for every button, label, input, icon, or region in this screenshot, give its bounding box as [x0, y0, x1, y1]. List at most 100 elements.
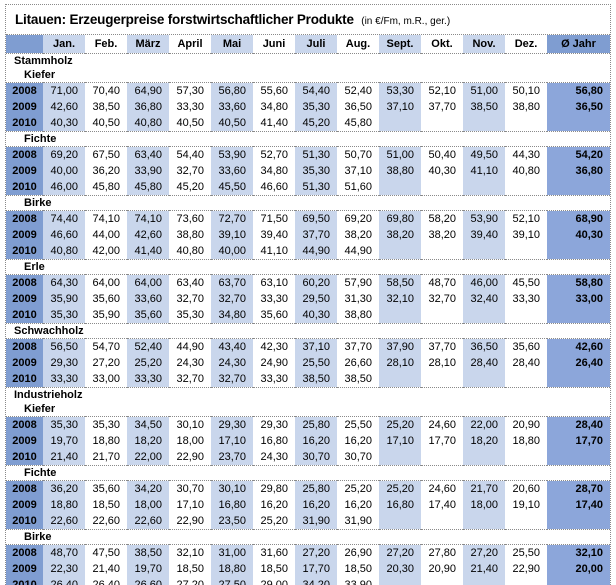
year-cell: 2008 [6, 210, 43, 227]
price-cell: 51,00 [379, 146, 421, 163]
price-cell: 45,80 [337, 115, 379, 132]
price-cell: 30,70 [295, 449, 337, 466]
price-cell: 17,10 [379, 433, 421, 449]
price-cell [421, 179, 463, 196]
price-cell: 30,10 [176, 419, 204, 431]
price-cell: 40,00 [211, 243, 253, 260]
price-cell: 33,00 [85, 371, 127, 388]
price-cell: 17,70 [295, 561, 337, 577]
price-cell: 18,80 [92, 435, 120, 447]
price-cell: 57,30 [176, 85, 204, 97]
price-cell: 42,00 [85, 243, 127, 260]
price-cell: 38,80 [512, 101, 540, 113]
year-cell: 2010 [6, 307, 43, 324]
year-cell: 2008 [6, 338, 43, 355]
year-cell: 2009 [6, 227, 43, 243]
price-cell [463, 371, 505, 388]
price-cell: 24,60 [428, 483, 456, 495]
page-subtitle: (in €/Fm, m.R., ger.) [361, 16, 451, 27]
price-cell: 63,70 [211, 274, 253, 291]
price-cell: 30,10 [211, 480, 253, 497]
price-cell: 16,20 [344, 435, 372, 447]
price-cell: 24,30 [176, 357, 204, 369]
price-cell: 32,70 [176, 293, 204, 305]
year-cell: 2010 [6, 243, 43, 260]
price-cell: 19,10 [512, 499, 540, 511]
price-cell: 70,40 [92, 85, 120, 97]
price-cell: 45,50 [211, 179, 253, 196]
price-cell [505, 179, 547, 196]
price-cell: 44,90 [176, 341, 204, 353]
price-cell: 50,70 [344, 149, 372, 161]
price-cell: 73,60 [176, 213, 204, 225]
price-cell: 33,30 [127, 371, 169, 388]
avg-cell: 28,70 [547, 480, 610, 497]
price-cell: 56,50 [43, 338, 85, 355]
data-row-2010: 2010 40,80 42,00 41,40 40,80 40,00 41,10 44,90 4… [6, 243, 610, 260]
price-cell: 18,00 [463, 497, 505, 513]
price-cell: 37,70 [428, 341, 456, 353]
price-cell: 18,00 [176, 435, 204, 447]
avg-cell [547, 179, 610, 196]
column-header: Okt. [421, 35, 463, 54]
price-cell: 33,30 [43, 371, 85, 388]
species-label-row: Kiefer [6, 402, 610, 417]
data-row-2008: 2008 35,30 35,30 34,50 30,10 29,30 29,30 25,80 2… [6, 416, 610, 433]
price-cell [463, 115, 505, 132]
column-header: März [127, 35, 169, 54]
price-cell [463, 513, 505, 530]
price-cell: 28,10 [428, 357, 456, 369]
price-cell: 29,80 [260, 483, 288, 495]
price-cell [379, 179, 421, 196]
price-cell: 52,70 [260, 149, 288, 161]
price-cell [505, 115, 547, 132]
data-row-2009: 2009 42,60 38,50 36,80 33,30 33,60 34,80 35,30 3… [6, 99, 610, 115]
price-cell [421, 513, 463, 530]
price-cell: 32,70 [211, 371, 253, 388]
species-label-row-label: Fichte [6, 465, 610, 481]
price-cell: 19,70 [127, 561, 169, 577]
price-cell: 36,80 [127, 99, 169, 115]
data-row-2010: 2010 21,40 21,70 22,00 22,90 23,70 24,30 30,70 3… [6, 449, 610, 466]
price-cell: 52,40 [344, 85, 372, 97]
price-cell: 16,20 [260, 499, 288, 511]
title-row: Litauen: Erzeugerpreise forstwirtschaftl… [6, 5, 610, 35]
avg-cell [547, 307, 610, 324]
price-table: Jan. Feb. März April Mai Juni Juli Aug. Sept. Okt… [6, 35, 610, 585]
year-cell: 2008 [6, 544, 43, 561]
price-cell: 18,20 [127, 433, 169, 449]
price-cell: 35,30 [169, 307, 211, 324]
price-cell: 36,20 [43, 480, 85, 497]
price-cell: 27,20 [463, 544, 505, 561]
species-label-row: Kiefer [6, 68, 610, 83]
price-cell: 46,00 [463, 274, 505, 291]
year-cell: 2009 [6, 355, 43, 371]
price-cell: 30,70 [337, 449, 379, 466]
price-cell: 38,50 [463, 99, 505, 115]
price-cell: 34,80 [260, 101, 288, 113]
price-cell: 21,40 [463, 561, 505, 577]
price-cell: 22,90 [169, 513, 211, 530]
avg-column-header: Ø Jahr [547, 35, 610, 54]
price-cell: 18,50 [344, 563, 372, 575]
price-cell: 35,90 [43, 291, 85, 307]
price-cell: 46,00 [43, 179, 85, 196]
price-cell: 20,90 [428, 563, 456, 575]
price-cell: 35,30 [92, 419, 120, 431]
avg-cell [547, 449, 610, 466]
price-cell: 17,10 [176, 499, 204, 511]
year-cell: 2009 [6, 497, 43, 513]
year-cell: 2009 [6, 163, 43, 179]
price-cell: 74,40 [43, 210, 85, 227]
price-cell: 28,40 [512, 357, 540, 369]
avg-cell: 17,70 [547, 433, 610, 449]
year-cell: 2010 [6, 371, 43, 388]
price-cell: 22,00 [127, 449, 169, 466]
price-cell: 31,30 [344, 293, 372, 305]
price-cell [421, 243, 463, 260]
price-cell: 33,90 [337, 577, 379, 585]
data-row-2009: 2009 29,30 27,20 25,20 24,30 24,30 24,90 25,50 2… [6, 355, 610, 371]
price-cell: 52,10 [512, 213, 540, 225]
price-cell: 21,70 [463, 480, 505, 497]
